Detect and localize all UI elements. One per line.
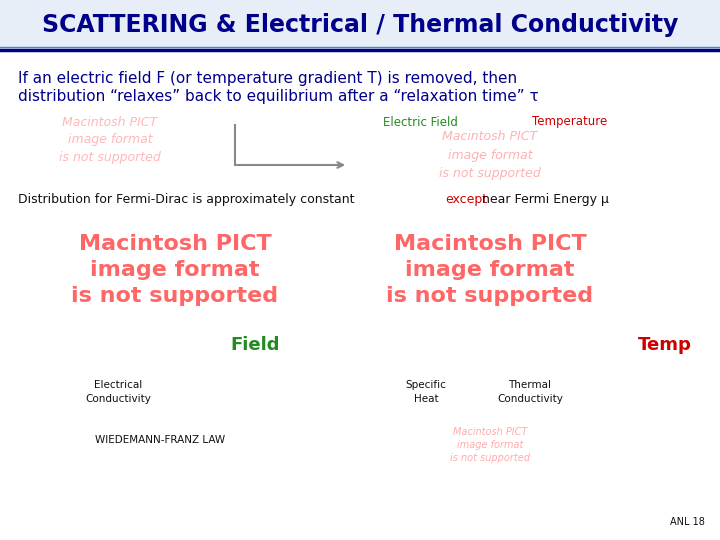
Text: Macintosh PICT
image format
is not supported: Macintosh PICT image format is not suppo… <box>71 234 279 306</box>
Text: Macintosh PICT
image format
is not supported: Macintosh PICT image format is not suppo… <box>450 427 530 463</box>
Text: Specific
Heat: Specific Heat <box>405 380 446 403</box>
Text: Macintosh PICT
image format
is not supported: Macintosh PICT image format is not suppo… <box>387 234 593 306</box>
Text: near Fermi Energy μ: near Fermi Energy μ <box>478 193 609 206</box>
Text: Temperature: Temperature <box>532 116 608 129</box>
Text: WIEDEMANN-FRANZ LAW: WIEDEMANN-FRANZ LAW <box>95 435 225 445</box>
Text: except: except <box>446 193 487 206</box>
Text: Distribution for Fermi-Dirac is approximately constant: Distribution for Fermi-Dirac is approxim… <box>18 193 359 206</box>
Text: distribution “relaxes” back to equilibrium after a “relaxation time” τ: distribution “relaxes” back to equilibri… <box>18 90 539 105</box>
Text: Macintosh PICT
image format
is not supported: Macintosh PICT image format is not suppo… <box>59 116 161 165</box>
Text: Field: Field <box>230 336 280 354</box>
Text: Electric Field: Electric Field <box>382 116 457 129</box>
Bar <box>0 0 720 50</box>
Text: Electrical
Conductivity: Electrical Conductivity <box>85 380 151 403</box>
Text: Temp: Temp <box>638 336 692 354</box>
Text: ANL 18: ANL 18 <box>670 517 705 527</box>
Text: If an electric field F (or temperature gradient T) is removed, then: If an electric field F (or temperature g… <box>18 71 517 85</box>
Text: Macintosh PICT
image format
is not supported: Macintosh PICT image format is not suppo… <box>439 131 541 179</box>
Text: Thermal
Conductivity: Thermal Conductivity <box>497 380 563 403</box>
Text: SCATTERING & Electrical / Thermal Conductivity: SCATTERING & Electrical / Thermal Conduc… <box>42 13 678 37</box>
